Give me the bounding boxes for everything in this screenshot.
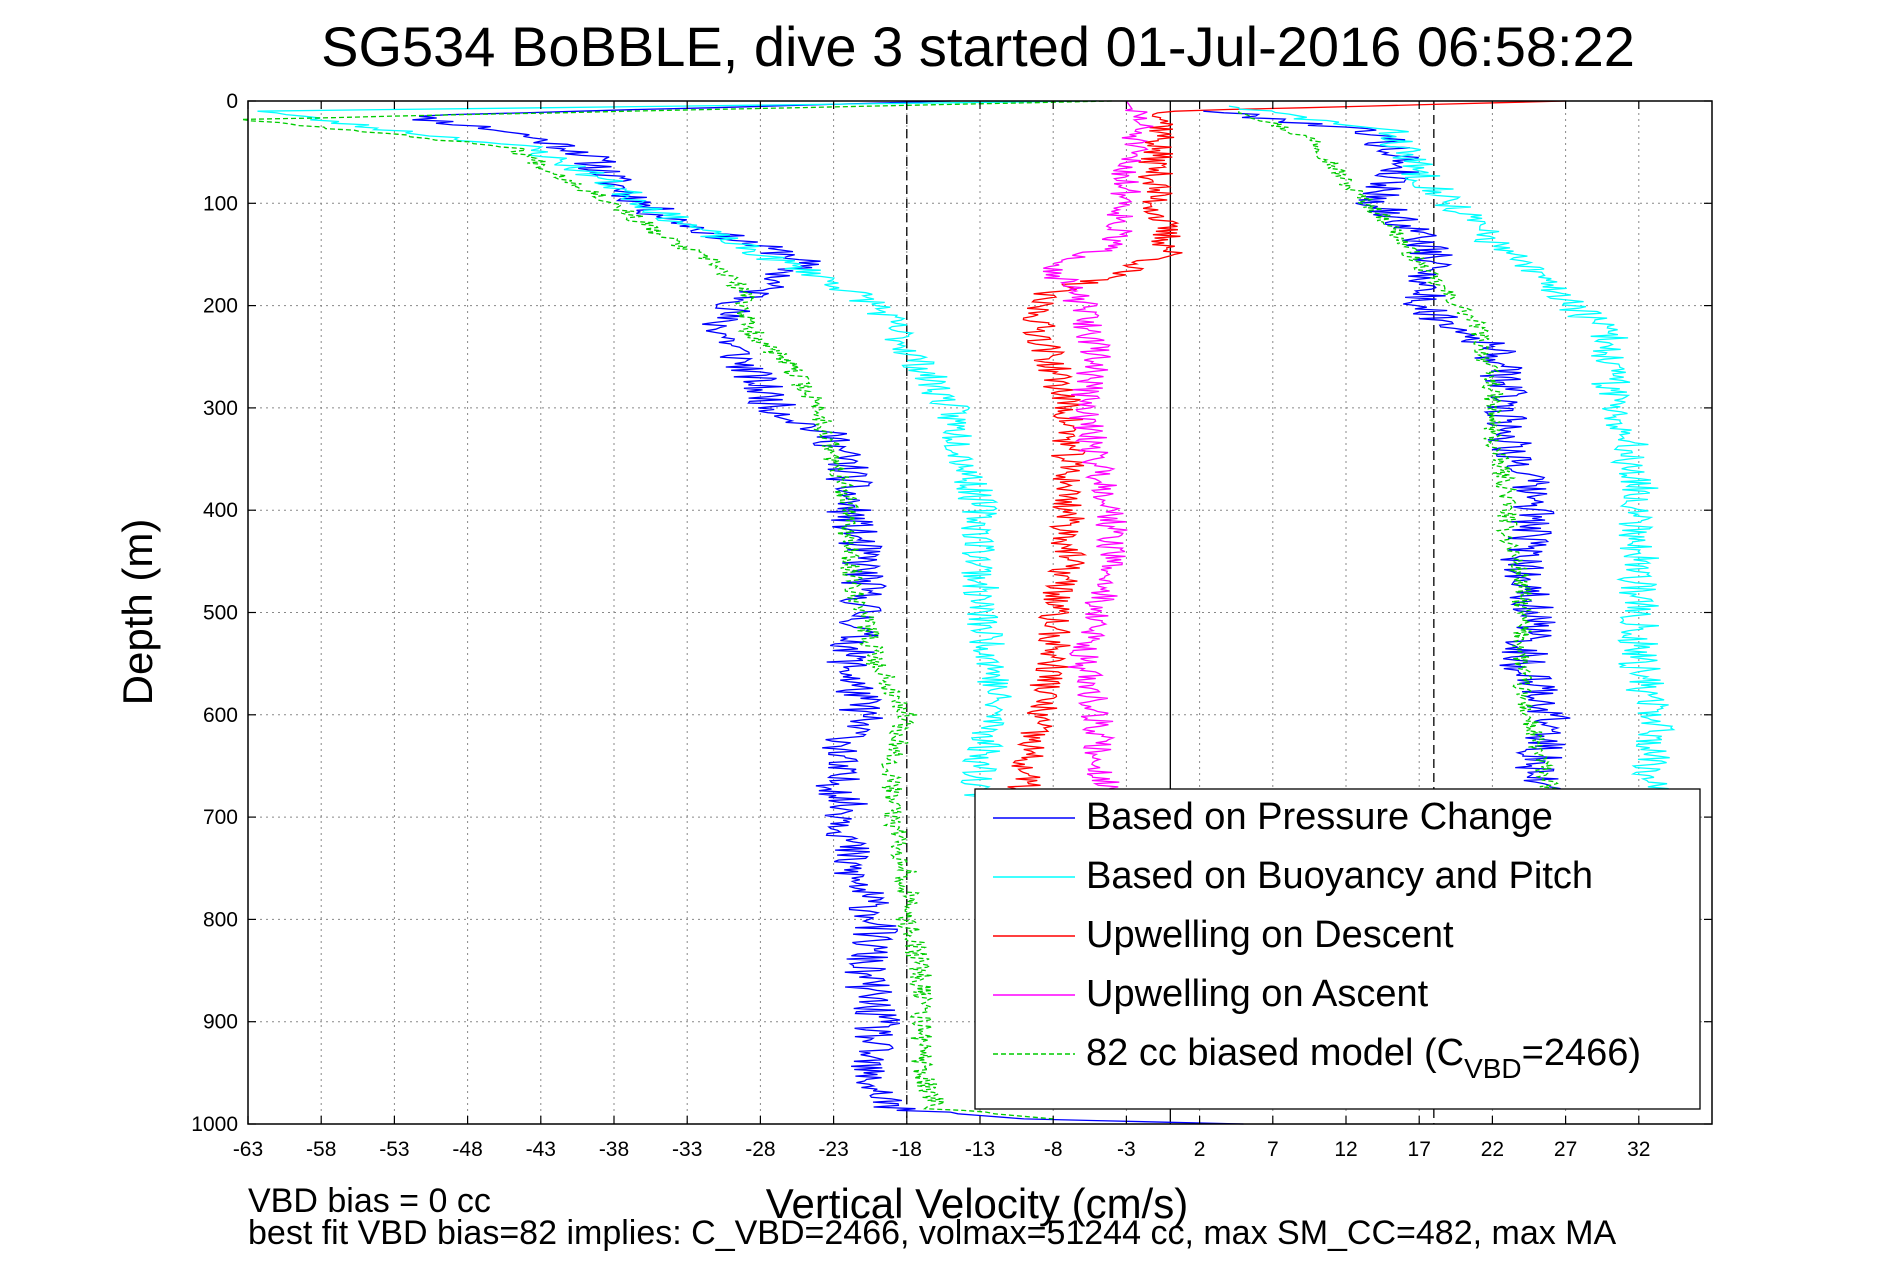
legend-label: Upwelling on Ascent — [1086, 973, 1429, 1015]
x-tick-label: 2 — [1194, 1138, 1206, 1161]
y-tick-label: 300 — [203, 397, 238, 420]
legend-label: Based on Pressure Change — [1086, 796, 1553, 838]
y-tick-label: 800 — [203, 908, 238, 931]
y-tick-label: 400 — [203, 499, 238, 522]
series-line — [412, 100, 1244, 1125]
x-tick-label: 22 — [1481, 1138, 1504, 1161]
x-tick-label: -53 — [379, 1138, 409, 1161]
x-tick-label: -43 — [526, 1138, 556, 1161]
series-line — [1007, 100, 1566, 798]
x-tick-label: -28 — [745, 1138, 775, 1161]
x-tick-label: -33 — [672, 1138, 702, 1161]
legend: Based on Pressure Change Based on Buoyanc… — [974, 788, 1701, 1110]
y-tick-label: 100 — [203, 192, 238, 215]
x-tick-label: 32 — [1627, 1138, 1650, 1161]
series-line — [1237, 111, 1559, 798]
x-tick-label: 27 — [1554, 1138, 1577, 1161]
series-line — [1203, 110, 1571, 798]
legend-label: Upwelling on Descent — [1086, 914, 1454, 956]
footer-line-1: VBD bias = 0 cc — [248, 1182, 491, 1220]
series-line — [241, 100, 1112, 1120]
x-tick-label: 17 — [1408, 1138, 1431, 1161]
x-axis-label: Vertical Velocity (cm/s) — [766, 1180, 1188, 1227]
x-tick-label: -13 — [965, 1138, 995, 1161]
y-tick-label: 600 — [203, 704, 238, 727]
x-tick-label: -58 — [306, 1138, 336, 1161]
x-axis-ticks: -63 -58 -53 -48 -43 -38 -33 -28 -23 -18 -13 -8 -3 2 7 1… — [233, 101, 1650, 1161]
y-tick-label: 700 — [203, 806, 238, 829]
y-tick-label: 900 — [203, 1011, 238, 1034]
legend-box — [974, 788, 1701, 1110]
y-axis-ticks: 0 100 200 300 400 500 600 700 800 900 1000 — [191, 90, 1712, 1136]
x-tick-label: -63 — [233, 1138, 263, 1161]
x-tick-label: -38 — [599, 1138, 629, 1161]
y-tick-label: 200 — [203, 295, 238, 318]
x-tick-label: -3 — [1117, 1138, 1136, 1161]
y-tick-label: 0 — [226, 90, 238, 113]
chart-title: SG534 BoBBLE, dive 3 started 01-Jul-2016… — [321, 15, 1635, 78]
series-line — [1042, 100, 1154, 797]
x-tick-label: -18 — [892, 1138, 922, 1161]
series-line — [257, 100, 1098, 798]
x-tick-label: -8 — [1044, 1138, 1063, 1161]
legend-label: 82 cc biased model (CVBD=2466) — [1086, 1032, 1641, 1084]
series-line — [1228, 105, 1676, 797]
y-tick-label: 1000 — [191, 1113, 238, 1136]
y-axis-label: Depth (m) — [114, 519, 161, 706]
x-tick-label: -48 — [452, 1138, 482, 1161]
footer-line-2: best fit VBD bias=82 implies: C_VBD=2466… — [248, 1214, 1617, 1252]
legend-label: Based on Buoyancy and Pitch — [1086, 855, 1593, 897]
x-tick-label: -23 — [818, 1138, 848, 1161]
x-tick-label: 7 — [1267, 1138, 1279, 1161]
series-layer — [241, 100, 1676, 1125]
x-tick-label: 12 — [1334, 1138, 1357, 1161]
y-tick-label: 500 — [203, 602, 238, 625]
